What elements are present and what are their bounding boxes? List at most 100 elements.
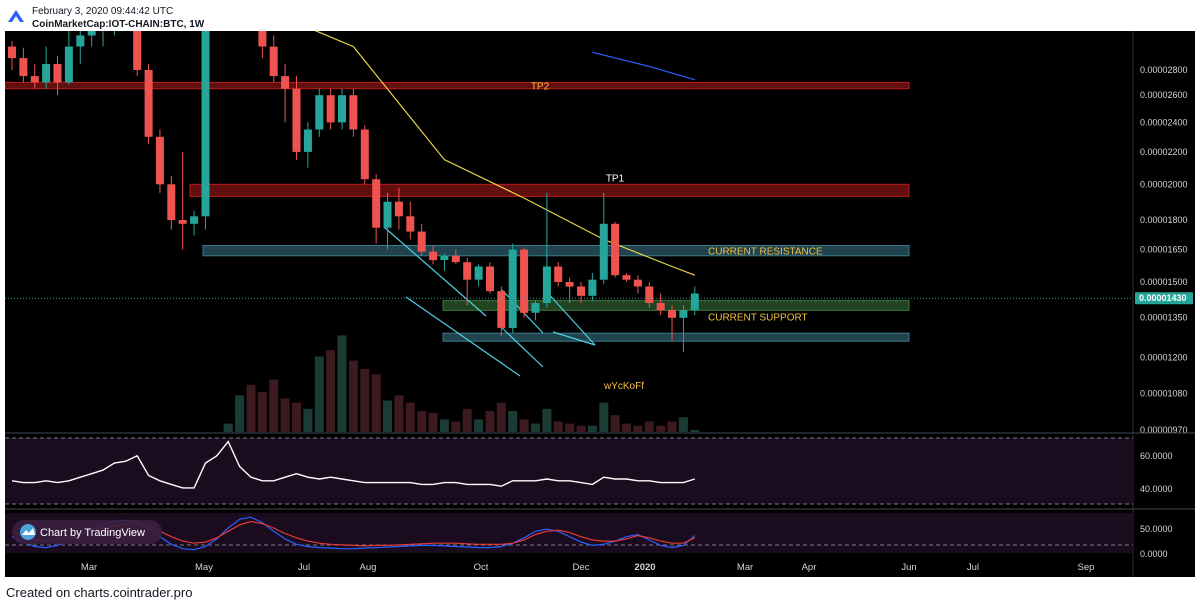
volume-bar: [223, 423, 233, 432]
price-tick-label: 0.00001350: [1140, 313, 1188, 323]
candle-body: [167, 184, 176, 221]
candle-body: [668, 310, 676, 318]
volume-bar: [576, 425, 586, 432]
candle-body: [463, 262, 472, 280]
candle-body: [383, 201, 392, 228]
volume-bar: [337, 335, 347, 432]
price-tick-label: 0.00001200: [1140, 353, 1188, 363]
volume-bar: [280, 398, 290, 432]
candle-body: [349, 95, 358, 130]
candle-body: [213, 0, 221, 4]
chart-header: February 3, 2020 09:44:42 UTC CoinMarket…: [6, 6, 205, 30]
time-tick-label: 2020: [634, 562, 655, 573]
time-tick-label: Jul: [967, 562, 979, 573]
volume-bar: [622, 423, 631, 432]
volume-bar: [633, 425, 643, 432]
volume-bar: [303, 408, 313, 432]
rsi-tick-label: 40.0000: [1140, 484, 1173, 494]
volume-bar: [326, 350, 336, 432]
volume-bar: [314, 356, 324, 432]
volume-bar: [371, 374, 381, 433]
wyckoff-annotation: wYcKoFf: [603, 381, 644, 392]
volume-bar: [519, 419, 529, 432]
candle-body: [690, 293, 699, 311]
price-tick-label: 0.00002800: [1140, 65, 1188, 75]
candle-body: [144, 70, 153, 137]
volume-bar: [474, 419, 484, 432]
volume-bar: [531, 423, 540, 432]
volume-bars: [223, 335, 700, 433]
last-price-tag: [1135, 292, 1193, 305]
candle-body: [42, 64, 51, 83]
volume-bar: [383, 400, 392, 432]
candle-body: [531, 303, 540, 313]
candle-body: [326, 95, 335, 123]
osc-tick-label: 50.0000: [1140, 524, 1173, 534]
candle-body: [190, 216, 199, 224]
volume-bar: [599, 402, 609, 432]
candle-body: [429, 251, 438, 261]
candle-body: [577, 286, 585, 296]
candle-body: [8, 46, 16, 59]
zone-label: CURRENT SUPPORT: [708, 312, 808, 323]
volume-bar: [690, 429, 700, 432]
candle-body: [588, 279, 597, 296]
osc-tick-label: 0.0000: [1140, 549, 1168, 559]
tradingview-watermark-label: Chart by TradingView: [40, 527, 145, 539]
price-axis: 0.00002800 0.00002600 0.00002400 0.00002200…: [1140, 65, 1188, 435]
candle-body: [542, 266, 551, 303]
volume-bar: [542, 408, 552, 432]
volume-bar: [485, 411, 495, 432]
candle-body: [155, 136, 164, 185]
volume-bar: [417, 411, 427, 432]
candle-body: [360, 129, 369, 180]
price-tick-label: 0.00002400: [1140, 117, 1188, 127]
volume-bar: [246, 384, 256, 433]
candle-body: [394, 201, 403, 217]
candle-body: [281, 76, 290, 89]
candle-body: [520, 249, 529, 313]
chart-symbol: CoinMarketCap:IOT-CHAIN:BTC, 1W: [32, 19, 205, 30]
zone-label: TP2: [531, 82, 550, 93]
candle-body: [554, 266, 563, 282]
time-axis: Mar May Jul Aug Oct Dec 2020 Mar Apr Jun Jul Sep: [81, 562, 1095, 573]
volume-bar: [405, 402, 415, 432]
ma-blue-line: [592, 51, 695, 81]
volume-bar: [360, 369, 370, 432]
candle-body: [178, 220, 187, 224]
volume-bar: [428, 413, 438, 432]
price-tick-label: 0.00001650: [1140, 245, 1188, 255]
candle-body: [53, 64, 62, 83]
candle-body: [474, 266, 483, 280]
candle-body: [269, 46, 278, 77]
ma-yellow-line: [314, 31, 696, 276]
oscillator-pane: 50.0000 0.0000: [5, 513, 1173, 559]
price-tick-label: 0.00000970: [1140, 425, 1188, 435]
zone-label: TP1: [606, 173, 625, 184]
time-tick-label: Oct: [474, 562, 489, 573]
chart-timestamp: February 3, 2020 09:44:42 UTC: [32, 6, 173, 17]
volume-bar: [451, 421, 461, 432]
price-tick-label: 0.00002000: [1140, 179, 1188, 189]
candle-body: [201, 31, 210, 217]
candle-body: [133, 31, 142, 70]
price-zone: [5, 81, 910, 90]
price-tick-label: 0.00002600: [1140, 90, 1188, 100]
candle-body: [633, 279, 642, 287]
price-zones: TP2 TP1 CURRENT RESISTANCE CURRENT SUPPORT: [5, 81, 910, 342]
candle-body: [292, 88, 301, 152]
price-tick-label: 0.00001080: [1140, 389, 1188, 399]
volume-bar: [610, 415, 620, 432]
candle-body: [76, 35, 85, 47]
price-tick-label: 0.00002200: [1140, 147, 1188, 157]
rsi-pane: 60.0000 40.0000: [5, 437, 1173, 505]
price-zone: [442, 332, 910, 342]
price-zone: [202, 245, 910, 257]
volume-bar: [553, 421, 563, 432]
volume-bar: [644, 421, 654, 432]
candle-body: [19, 58, 28, 77]
candle-body: [406, 216, 415, 232]
price-zone: [189, 183, 910, 197]
